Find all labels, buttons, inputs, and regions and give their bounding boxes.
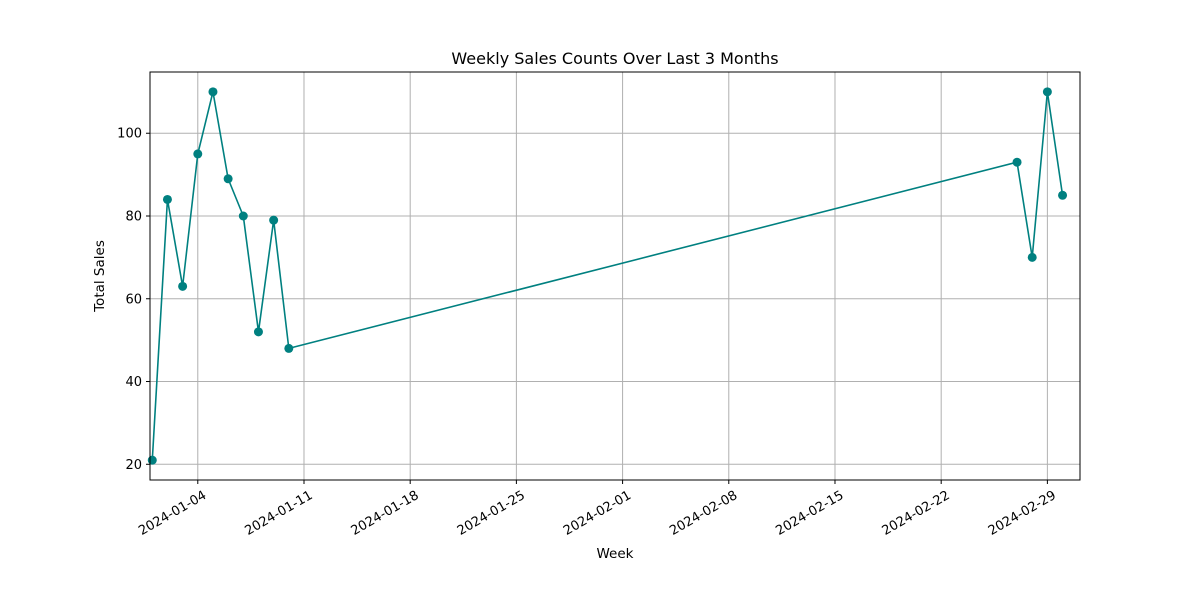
data-point [253,327,263,337]
y-tick-label: 80 [125,210,142,225]
data-point [162,194,172,204]
plot-frame [149,71,1081,481]
data-point [223,174,233,184]
series-line [151,91,1064,461]
y-tick-label: 20 [125,458,142,473]
data-point [147,455,157,465]
data-point [178,281,188,291]
y-tick-label: 100 [117,127,142,142]
x-axis-label: Week [597,546,634,562]
data-point [269,215,279,225]
y-axis-label: Total Sales [92,240,108,313]
data-point [1012,157,1022,167]
chart-title: Weekly Sales Counts Over Last 3 Months [451,49,778,68]
data-point [1027,252,1037,262]
data-point [238,211,248,221]
y-tick-label: 40 [125,375,142,390]
y-axis: 20 40 60 80 100 [117,127,150,473]
data-point [284,343,294,353]
data-point [208,87,218,97]
series-layer [147,87,1068,465]
data-point [1058,190,1068,200]
y-tick-label: 60 [125,292,142,307]
data-point [193,149,203,159]
data-point [1042,87,1052,97]
grid-lines [150,72,1080,480]
